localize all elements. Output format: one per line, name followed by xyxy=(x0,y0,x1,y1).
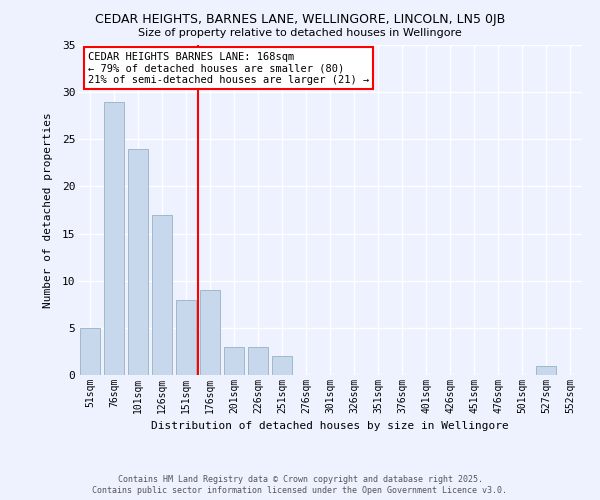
Text: Size of property relative to detached houses in Wellingore: Size of property relative to detached ho… xyxy=(138,28,462,38)
Text: Contains public sector information licensed under the Open Government Licence v3: Contains public sector information licen… xyxy=(92,486,508,495)
Text: Contains HM Land Registry data © Crown copyright and database right 2025.: Contains HM Land Registry data © Crown c… xyxy=(118,475,482,484)
Bar xyxy=(80,328,100,375)
Bar xyxy=(224,346,244,375)
Bar xyxy=(104,102,124,375)
Text: CEDAR HEIGHTS BARNES LANE: 168sqm
← 79% of detached houses are smaller (80)
21% : CEDAR HEIGHTS BARNES LANE: 168sqm ← 79% … xyxy=(88,52,370,85)
Bar xyxy=(152,214,172,375)
Bar xyxy=(272,356,292,375)
Text: CEDAR HEIGHTS, BARNES LANE, WELLINGORE, LINCOLN, LN5 0JB: CEDAR HEIGHTS, BARNES LANE, WELLINGORE, … xyxy=(95,12,505,26)
Bar xyxy=(176,300,196,375)
X-axis label: Distribution of detached houses by size in Wellingore: Distribution of detached houses by size … xyxy=(151,422,509,432)
Bar xyxy=(128,148,148,375)
Bar xyxy=(536,366,556,375)
Bar xyxy=(248,346,268,375)
Bar xyxy=(200,290,220,375)
Y-axis label: Number of detached properties: Number of detached properties xyxy=(43,112,53,308)
